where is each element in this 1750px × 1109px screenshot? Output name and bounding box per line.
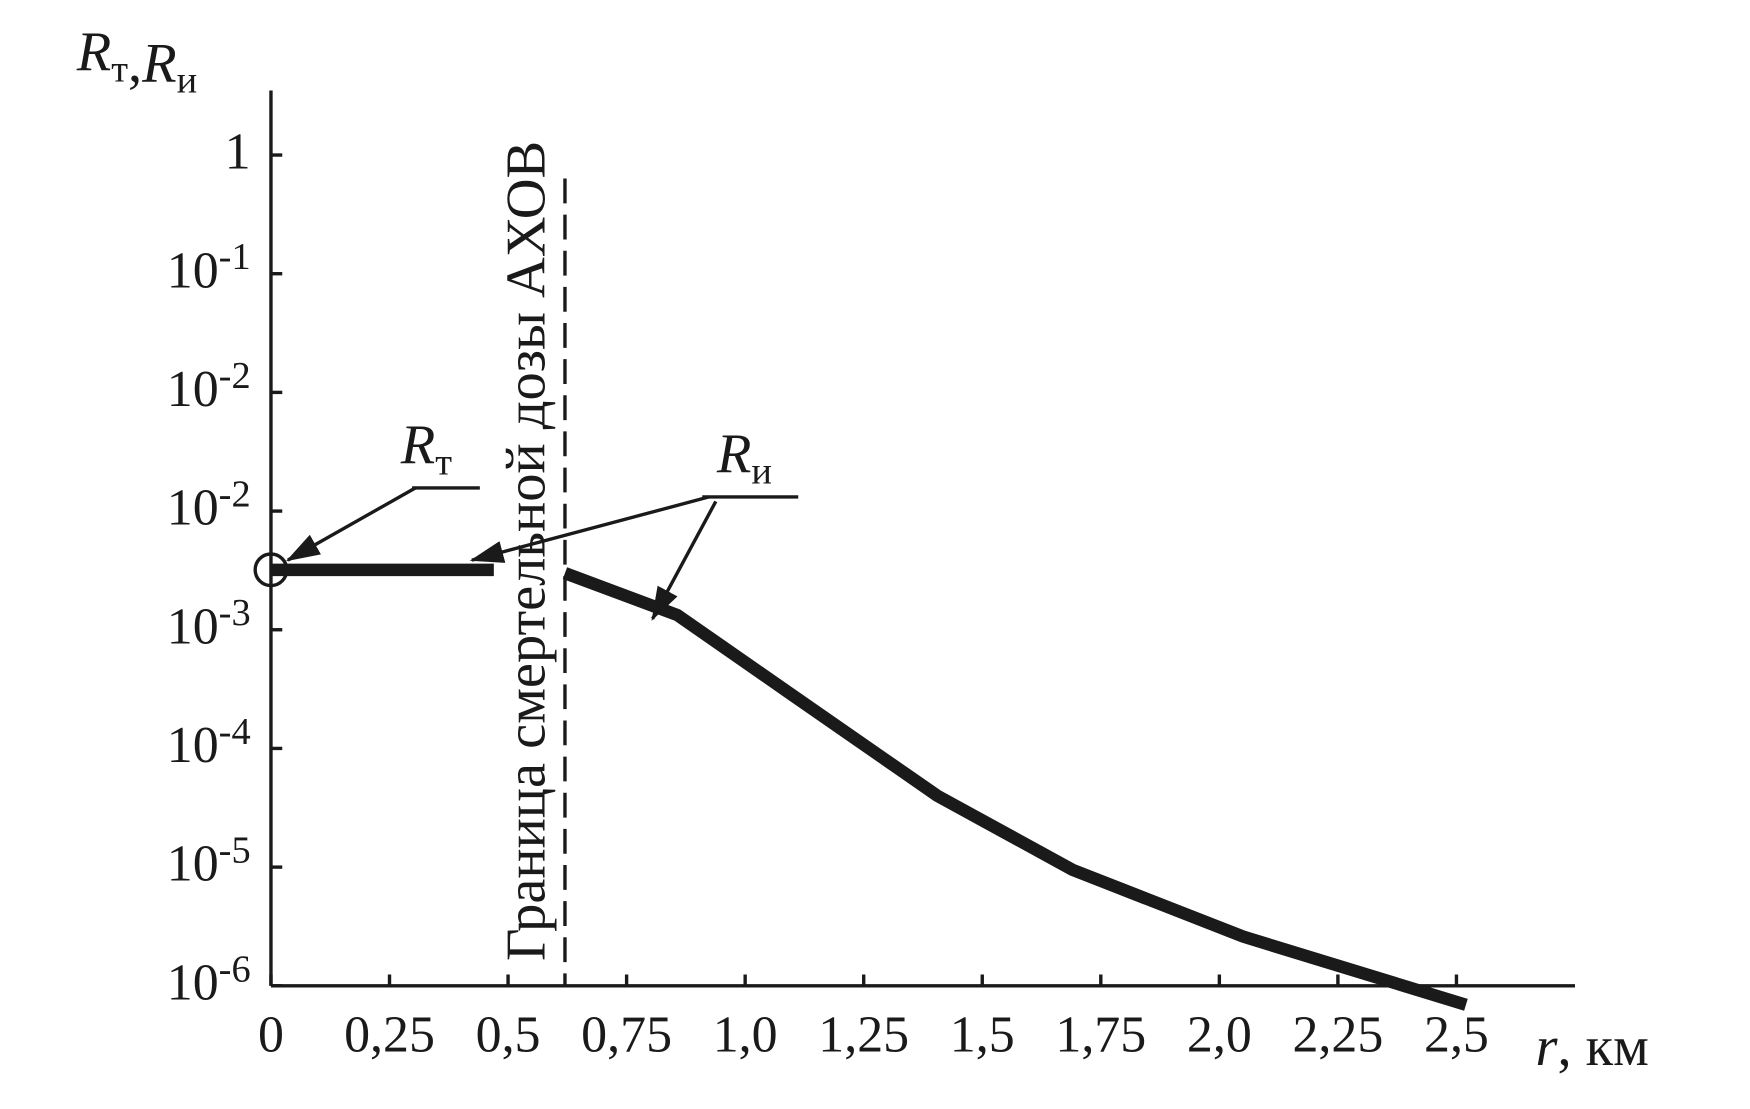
series-annotation: Rи	[716, 423, 772, 492]
x-tick-label: 0,5	[476, 1006, 541, 1063]
y-tick-label: 10-2	[167, 355, 251, 418]
y-tick-label: 10-6	[167, 948, 251, 1011]
x-tick-label: 0,25	[344, 1006, 435, 1063]
x-tick-label: 1,0	[713, 1006, 778, 1063]
x-tick-label: 2,25	[1292, 1006, 1383, 1063]
x-tick-label: 1,25	[818, 1006, 909, 1063]
y-tick-label: 10-5	[167, 830, 251, 893]
x-tick-label: 0,75	[581, 1006, 672, 1063]
y-tick-label: 10-4	[167, 711, 251, 774]
annotation-arrow	[651, 500, 718, 621]
annotation-arrow	[469, 495, 710, 563]
y-tick-label: 10-2	[167, 474, 251, 537]
x-tick-label: 2,5	[1424, 1006, 1489, 1063]
annotation-arrow	[285, 486, 417, 562]
x-tick-label: 1,75	[1055, 1006, 1146, 1063]
y-tick-label: 10-1	[167, 236, 251, 299]
y-axis-label: Rт,Rи	[76, 21, 197, 102]
x-tick-label: 1,5	[950, 1006, 1015, 1063]
x-axis-label: r, км	[1535, 1016, 1648, 1078]
x-tick-label: 2,0	[1187, 1006, 1252, 1063]
y-tick-label: 1	[225, 124, 251, 181]
series-line	[562, 567, 1468, 1011]
start-marker	[253, 552, 289, 588]
y-tick-label: 10-3	[167, 592, 251, 655]
series-annotation: Rт	[400, 414, 452, 483]
x-tick-label: 0	[258, 1006, 284, 1063]
